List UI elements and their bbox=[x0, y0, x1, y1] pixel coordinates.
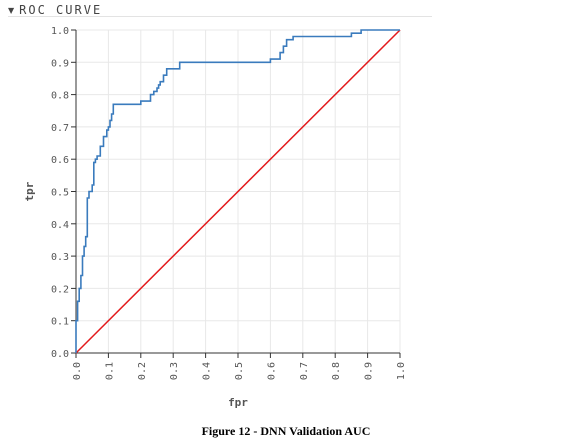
x-tick-label: 0.3 bbox=[169, 362, 180, 380]
figure-caption: Figure 12 - DNN Validation AUC bbox=[201, 424, 371, 438]
x-axis-title: fpr bbox=[228, 396, 248, 409]
diagonal-reference-line bbox=[75, 29, 401, 354]
y-tick-label: 0.0 bbox=[51, 349, 69, 360]
x-tick-label: 0.1 bbox=[104, 362, 115, 380]
x-tick-label: 0.4 bbox=[202, 362, 213, 380]
section-title: ROC CURVE bbox=[19, 3, 103, 17]
x-tick-label: 1.0 bbox=[396, 362, 407, 380]
y-tick-label: 0.6 bbox=[51, 155, 69, 166]
y-tick-label: 0.5 bbox=[51, 188, 69, 199]
roc-chart: 0.0 0.1 0.2 0.3 0.4 0.5 0.6 0.7 0.8 0.9 1.0 0.0 0.1 0… bbox=[23, 26, 407, 409]
x-tick-label: 0.5 bbox=[234, 362, 245, 380]
x-tick-label: 0.8 bbox=[331, 362, 342, 380]
chart-labels: 0.0 0.1 0.2 0.3 0.4 0.5 0.6 0.7 0.8 0.9 1.0 0.0 0.1 0… bbox=[23, 26, 407, 409]
y-axis-title: tpr bbox=[23, 181, 36, 201]
y-tick-label: 0.4 bbox=[51, 220, 69, 231]
x-tick-label: 0.2 bbox=[137, 362, 148, 380]
y-tick-label: 0.9 bbox=[51, 58, 69, 69]
y-tick-label: 0.7 bbox=[51, 123, 69, 134]
y-tick-label: 0.2 bbox=[51, 284, 69, 295]
y-tick-label: 0.3 bbox=[51, 252, 69, 263]
y-tick-label: 1.0 bbox=[51, 26, 69, 37]
x-tick-label: 0.0 bbox=[72, 362, 83, 380]
chart-axes bbox=[71, 29, 401, 358]
header-divider bbox=[8, 16, 432, 17]
x-tick-label: 0.7 bbox=[299, 362, 310, 380]
roc-curve-line bbox=[75, 29, 400, 353]
y-tick-label: 0.8 bbox=[51, 91, 69, 102]
chart-series bbox=[75, 29, 401, 354]
y-tick-label: 0.1 bbox=[51, 317, 69, 328]
x-tick-label: 0.9 bbox=[364, 362, 375, 380]
section-header[interactable]: ▼ ROC CURVE bbox=[8, 3, 102, 17]
x-tick-label: 0.6 bbox=[266, 362, 277, 380]
caret-down-icon[interactable]: ▼ bbox=[8, 5, 15, 15]
